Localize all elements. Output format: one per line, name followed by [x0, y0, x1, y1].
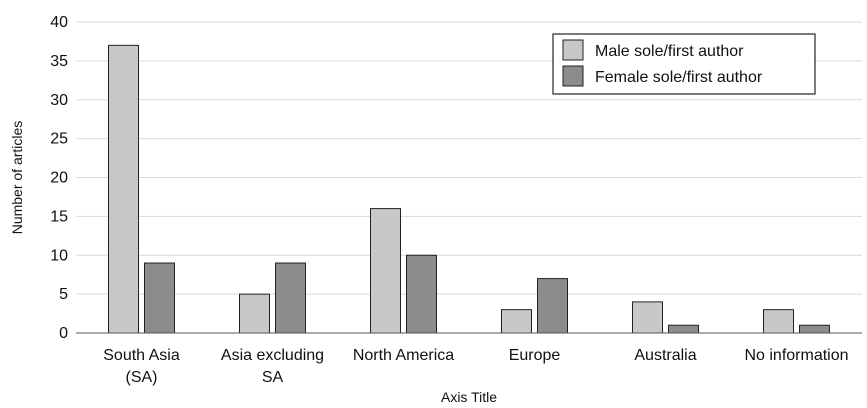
bar-male: [370, 208, 401, 334]
x-tick-label: North America: [353, 347, 454, 364]
x-tick-label: Europe: [509, 347, 561, 364]
x-axis-title: Axis Title: [441, 389, 497, 405]
y-tick-labels: 0 5 10 15 20 25 30 35 40: [50, 14, 68, 342]
y-tick-label: 25: [50, 131, 68, 148]
y-tick-label: 10: [50, 247, 68, 264]
legend-label: Female sole/first author: [595, 69, 763, 86]
bar-male: [763, 309, 794, 334]
legend: Male sole/first author Female sole/first …: [552, 33, 816, 95]
bar-male: [632, 301, 663, 334]
y-tick-label: 15: [50, 208, 68, 225]
bar-female: [406, 254, 437, 334]
legend-box: [552, 33, 816, 95]
legend-label: Male sole/first author: [595, 43, 744, 60]
y-tick-label: 5: [59, 286, 68, 303]
legend-swatch: [562, 65, 584, 87]
x-tick-label: (SA): [126, 369, 158, 386]
y-tick-label: 20: [50, 170, 68, 187]
bar-female: [537, 278, 568, 334]
bar-male: [501, 309, 532, 334]
bar-female: [275, 262, 306, 334]
x-tick-label: Australia: [634, 347, 696, 364]
bars: [108, 44, 830, 334]
y-axis-title: Number of articles: [9, 121, 25, 235]
y-tick-label: 35: [50, 53, 68, 70]
bar-female: [799, 324, 830, 334]
bar-male: [108, 44, 139, 334]
x-tick-labels: South Asia (SA) Asia excluding SA North Amer…: [103, 347, 848, 386]
y-tick-label: 40: [50, 14, 68, 31]
bar-female: [668, 324, 699, 334]
y-tick-label: 30: [50, 92, 68, 109]
x-tick-label: No information: [744, 347, 848, 364]
bar-female: [144, 262, 175, 334]
bar-male: [239, 293, 270, 334]
x-tick-label: South Asia: [103, 347, 180, 364]
legend-swatch: [562, 39, 584, 61]
x-tick-label: Asia excluding: [221, 347, 324, 364]
x-tick-label: SA: [262, 369, 284, 386]
gridlines: [76, 21, 862, 295]
y-tick-label: 0: [59, 325, 68, 342]
